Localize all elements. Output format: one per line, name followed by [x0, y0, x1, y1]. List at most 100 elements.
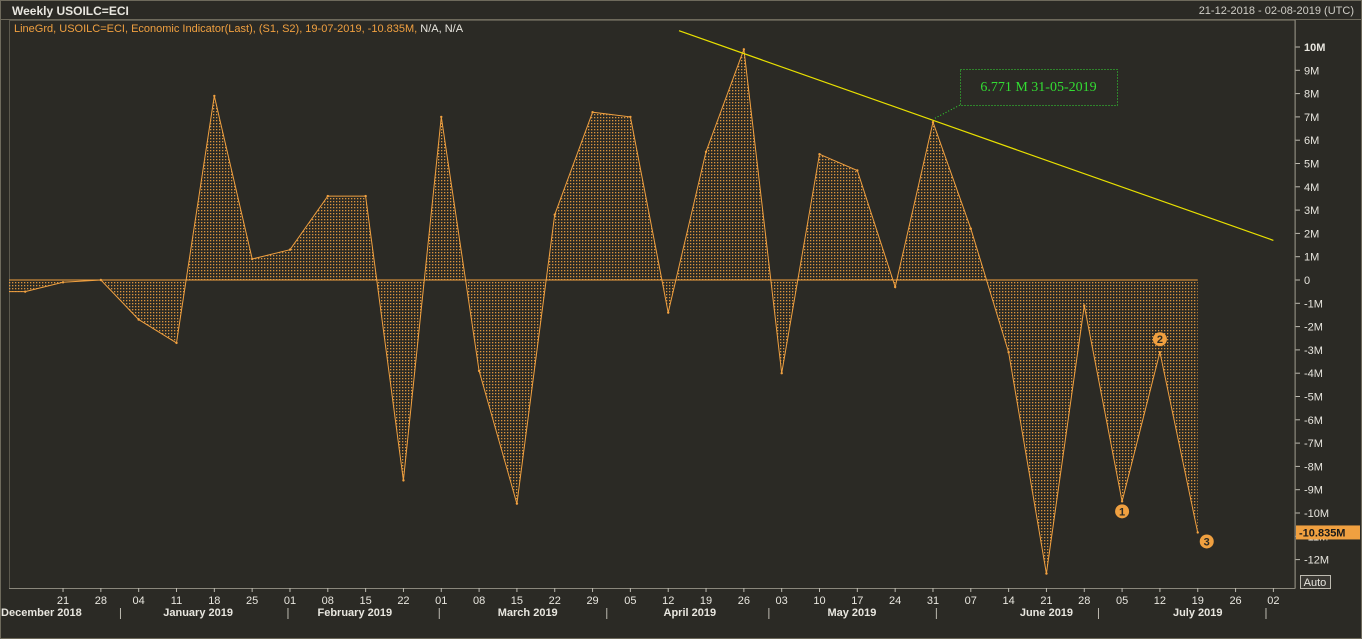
x-tick-label: 15 — [511, 595, 523, 607]
x-tick-label: 11 — [171, 595, 182, 607]
x-tick-label: 04 — [133, 595, 145, 607]
y-tick-label: 3M — [1304, 205, 1319, 217]
data-point — [629, 115, 632, 119]
data-point — [1045, 572, 1048, 575]
series-legend[interactable]: LineGrd, USOILC=ECI, Economic Indicator(… — [14, 23, 463, 35]
data-point — [893, 285, 897, 289]
data-point — [931, 121, 935, 124]
data-point — [742, 48, 746, 51]
y-tick-label: -4M — [1304, 368, 1323, 380]
x-tick-label: 22 — [397, 595, 409, 607]
x-tick-label: 24 — [889, 595, 901, 607]
annotation-box — [960, 69, 1118, 106]
legend-text: LineGrd, USOILC=ECI, Economic Indicator(… — [14, 23, 418, 35]
month-label: April 2019 — [664, 607, 717, 619]
data-point — [288, 248, 292, 251]
chart-title: Weekly USOILC=ECI — [12, 4, 129, 18]
month-label: June 2019 — [1020, 607, 1073, 619]
y-tick-label: -3M — [1304, 345, 1323, 357]
y-tick-label: -10M — [1304, 508, 1329, 520]
data-point — [402, 479, 405, 482]
series-area-fill — [9, 49, 1198, 574]
y-tick-label: -5M — [1304, 392, 1323, 404]
last-value-box — [1296, 525, 1360, 540]
y-tick-label: 1M — [1304, 252, 1319, 264]
month-label: December 2018 — [1, 607, 82, 619]
y-tick-label: -2M — [1304, 322, 1323, 334]
data-point — [704, 150, 708, 154]
month-label: July 2019 — [1173, 607, 1223, 619]
x-tick-label: 21 — [1040, 595, 1052, 607]
y-tick-label: -1M — [1304, 298, 1323, 310]
y-tick-label: 5M — [1304, 159, 1319, 171]
data-point — [1083, 304, 1086, 307]
x-tick-label: 02 — [1267, 595, 1279, 607]
event-marker-label: 3 — [1204, 536, 1210, 548]
y-tick-label: -7M — [1304, 438, 1323, 450]
y-tick-label: -9M — [1304, 485, 1323, 497]
data-point — [326, 194, 329, 198]
x-tick-label: 25 — [246, 595, 258, 607]
x-tick-label: 12 — [1154, 595, 1166, 607]
x-tick-label: 26 — [1229, 595, 1241, 607]
x-tick-label: 17 — [851, 595, 863, 607]
x-tick-label: 15 — [359, 595, 371, 607]
date-range: 21-12-2018 - 02-08-2019 (UTC) — [1198, 5, 1354, 17]
y-tick-label: 10M — [1304, 42, 1325, 54]
x-tick-label: 14 — [1002, 595, 1014, 607]
event-marker — [1152, 332, 1167, 347]
auto-scale-label: Auto — [1304, 577, 1327, 589]
x-tick-label: 29 — [586, 595, 598, 607]
x-tick-label: 18 — [208, 595, 220, 607]
annotation-leader — [934, 104, 961, 119]
x-tick-label: 05 — [624, 595, 636, 607]
x-tick-label: 08 — [473, 595, 485, 607]
data-point — [856, 169, 859, 172]
data-point — [213, 94, 216, 98]
data-point — [364, 194, 367, 198]
x-tick-label: 26 — [738, 595, 750, 607]
x-tick-label: 28 — [95, 595, 107, 607]
y-tick-label: 7M — [1304, 112, 1319, 124]
data-point — [1007, 351, 1010, 354]
event-marker-label: 1 — [1119, 506, 1125, 518]
x-tick-label: 07 — [965, 595, 977, 607]
data-point — [515, 502, 519, 505]
x-tick-label: 21 — [57, 595, 69, 607]
data-point — [553, 213, 556, 216]
data-point — [780, 372, 783, 375]
event-marker — [1115, 504, 1130, 519]
data-point — [1196, 531, 1199, 534]
x-tick-label: 10 — [813, 595, 825, 607]
x-tick-label: 05 — [1116, 595, 1128, 607]
x-tick-label: 08 — [322, 595, 334, 607]
data-point — [477, 369, 481, 373]
data-point — [137, 318, 140, 321]
trend-line — [678, 30, 1274, 241]
y-tick-label: 9M — [1304, 65, 1319, 77]
data-point — [99, 278, 103, 282]
month-label: January 2019 — [163, 607, 233, 619]
legend-na: N/A, N/A — [420, 23, 464, 35]
y-tick-label: -8M — [1304, 461, 1323, 473]
data-point — [969, 227, 972, 230]
x-tick-label: 31 — [927, 595, 939, 607]
y-tick-label: -12M — [1304, 555, 1329, 567]
auto-scale-button[interactable] — [1300, 575, 1331, 589]
x-tick-label: 12 — [662, 595, 674, 607]
data-point — [24, 290, 27, 293]
x-tick-label: 19 — [1192, 595, 1204, 607]
y-tick-label: -6M — [1304, 415, 1323, 427]
data-point — [1158, 351, 1162, 354]
y-tick-label: 4M — [1304, 182, 1319, 194]
y-tick-label: 6M — [1304, 135, 1319, 147]
data-point — [667, 311, 670, 314]
x-tick-label: 01 — [284, 595, 296, 607]
x-tick-label: 22 — [549, 595, 561, 607]
x-tick-label: 19 — [700, 595, 712, 607]
data-point — [818, 152, 821, 156]
x-tick-label: 28 — [1078, 595, 1090, 607]
y-tick-label: 0 — [1304, 275, 1310, 287]
data-point — [1120, 500, 1124, 503]
